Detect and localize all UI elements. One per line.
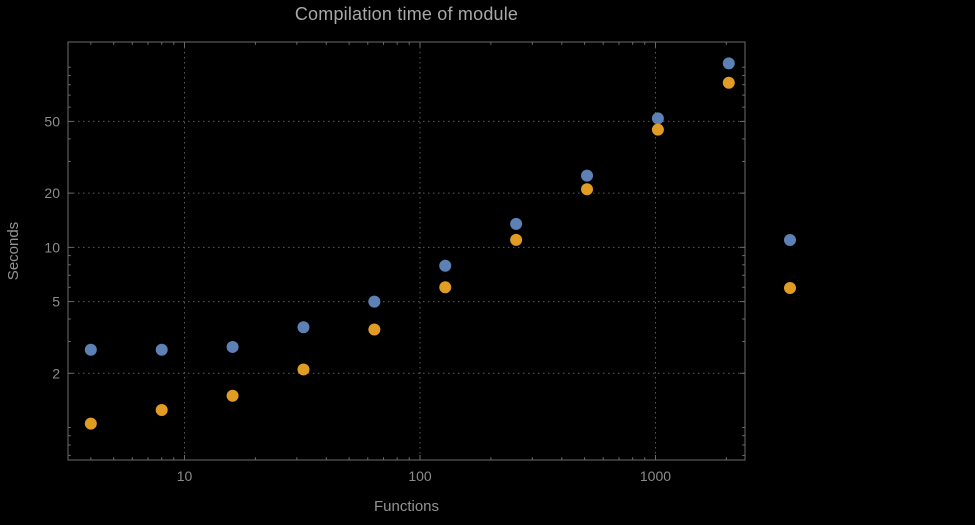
- data-point: [510, 233, 523, 246]
- plot-frame: [67, 41, 746, 461]
- y-tick-label: 5: [52, 294, 60, 310]
- data-point: [84, 417, 97, 430]
- chart-title: Compilation time of module: [294, 4, 519, 24]
- data-point: [651, 123, 664, 136]
- data-point: [581, 183, 594, 196]
- data-point: [439, 281, 452, 294]
- data-point: [510, 217, 523, 230]
- data-point: [722, 57, 735, 70]
- data-point: [226, 389, 239, 402]
- x-tick-label: 10: [177, 468, 193, 484]
- data-point: [226, 340, 239, 353]
- y-tick-label: 10: [44, 239, 60, 255]
- data-point: [651, 112, 664, 125]
- y-axis-label: Seconds: [5, 221, 22, 281]
- data-point: [297, 363, 310, 376]
- data-point: [155, 404, 168, 417]
- y-tick-label: 2: [52, 365, 60, 381]
- data-point: [368, 323, 381, 336]
- legend-marker: [784, 282, 796, 294]
- data-point: [297, 321, 310, 334]
- data-point: [722, 76, 735, 89]
- data-point: [368, 295, 381, 308]
- legend-marker: [784, 234, 796, 246]
- x-axis-label: Functions: [373, 498, 440, 515]
- y-tick-label: 20: [44, 185, 60, 201]
- y-tick-label: 50: [44, 113, 60, 129]
- x-tick-label: 1000: [640, 468, 671, 484]
- data-point: [84, 343, 97, 356]
- data-point: [581, 169, 594, 182]
- data-point: [439, 259, 452, 272]
- x-tick-label: 100: [408, 468, 432, 484]
- data-point: [155, 343, 168, 356]
